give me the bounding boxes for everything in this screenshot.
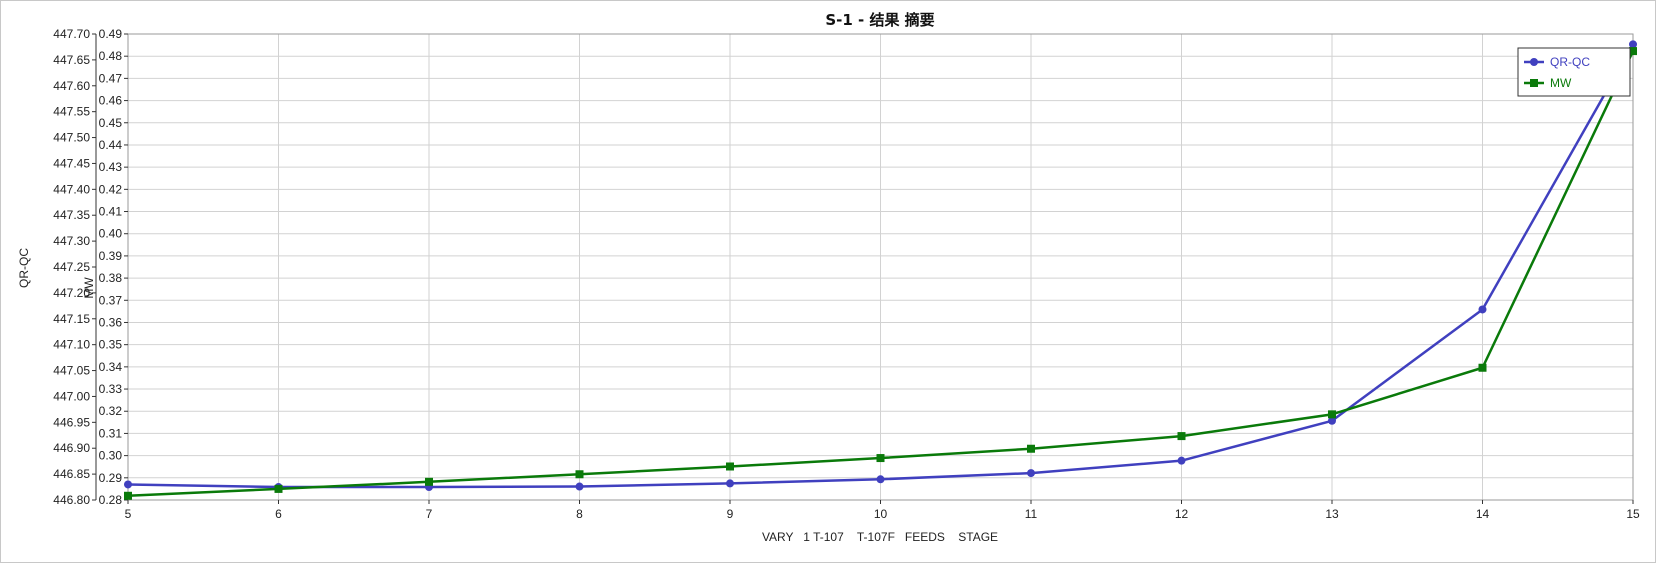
data-point-qr-qc [124, 480, 132, 489]
series-qr-qc [124, 40, 1637, 492]
y-tick-label-mw: 0.49 [99, 27, 123, 41]
y-tick-label-qr-qc: 447.35 [53, 208, 90, 222]
legend-label-qr-qc: QR-QC [1550, 55, 1590, 69]
data-point-mw [1027, 444, 1035, 453]
y-tick-label-mw: 0.33 [99, 382, 123, 396]
series-mw [124, 47, 1637, 500]
y-tick-label-qr-qc: 446.85 [53, 467, 90, 481]
legend-item-mw: MW [1524, 76, 1572, 90]
legend-label-mw: MW [1550, 76, 1572, 90]
legend-item-qr-qc: QR-QC [1524, 55, 1590, 69]
data-point-mw [575, 470, 584, 479]
x-tick-label: 15 [1626, 507, 1640, 521]
y-tick-label-mw: 0.42 [99, 182, 123, 196]
y-tick-label-mw: 0.43 [99, 160, 123, 174]
legend-marker-qr-qc [1530, 58, 1538, 66]
x-tick-label: 8 [576, 507, 583, 521]
x-tick-label: 9 [727, 507, 734, 521]
y-tick-label-mw: 0.30 [99, 449, 123, 463]
y-tick-label-qr-qc: 447.40 [53, 182, 90, 196]
y-tick-label-mw: 0.38 [99, 271, 123, 285]
data-point-qr-qc [726, 479, 734, 488]
y-tick-label-mw: 0.44 [99, 138, 123, 152]
legend-box [1517, 47, 1631, 97]
legend: QR-QC MW [1517, 47, 1631, 97]
y-tick-label-qr-qc: 446.90 [53, 441, 90, 455]
data-point-qr-qc [1177, 456, 1186, 465]
y-tick-label-qr-qc: 447.00 [53, 389, 90, 403]
x-tick-label: 5 [125, 507, 132, 521]
data-point-mw [876, 454, 885, 463]
y-tick-label-mw: 0.36 [99, 315, 123, 329]
x-tick-label: 6 [275, 507, 282, 521]
series-layer [124, 40, 1637, 500]
y-tick-label-mw: 0.41 [99, 205, 123, 219]
data-point-mw [274, 484, 283, 493]
data-point-mw [1478, 363, 1487, 372]
y-tick-label-qr-qc: 447.45 [53, 156, 90, 170]
y-tick-label-qr-qc: 447.70 [53, 27, 90, 41]
y-tick-label-qr-qc: 447.25 [53, 260, 90, 274]
data-point-mw [425, 477, 433, 486]
y-tick-label-qr-qc: 446.95 [53, 415, 90, 429]
y-tick-label-qr-qc: 447.55 [53, 105, 90, 119]
x-tick-label: 11 [1025, 507, 1038, 521]
y-tick-label-mw: 0.37 [99, 293, 123, 307]
y-tick-label-qr-qc: 447.05 [53, 364, 90, 378]
data-point-mw [1328, 410, 1336, 419]
y-tick-label-mw: 0.31 [99, 426, 123, 440]
y-tick-label-qr-qc: 447.60 [53, 79, 90, 93]
data-point-qr-qc [876, 475, 885, 484]
data-point-mw [1177, 432, 1186, 441]
data-point-qr-qc [1478, 305, 1487, 314]
y-tick-label-qr-qc: 447.50 [53, 131, 90, 145]
x-tick-label: 7 [426, 507, 433, 521]
data-point-mw [1629, 47, 1637, 56]
legend-marker-mw [1530, 79, 1538, 87]
y-tick-label-qr-qc: 447.20 [53, 286, 90, 300]
x-axis-title: VARY 1 T-107 T-107F FEEDS STAGE [762, 530, 998, 544]
x-tick-label: 12 [1175, 507, 1189, 521]
y-axis-title-mw: MW [82, 277, 96, 299]
y-tick-label-qr-qc: 447.10 [53, 338, 90, 352]
y-tick-label-mw: 0.32 [99, 404, 123, 418]
x-tick-label: 14 [1476, 507, 1490, 521]
y-tick-label-mw: 0.47 [99, 71, 123, 85]
y-tick-label-qr-qc: 447.15 [53, 312, 90, 326]
y-tick-label-mw: 0.29 [99, 471, 123, 485]
y-tick-label-mw: 0.39 [99, 249, 123, 263]
axes: 5 6 7 8 9 10 11 12 13 14 15 0.28 0.29 0.30 0.31 0.32 0.3… [53, 27, 1640, 521]
y-tick-label-mw: 0.45 [99, 116, 123, 130]
data-point-mw [726, 462, 734, 471]
y-tick-label-qr-qc: 446.80 [53, 493, 90, 507]
data-point-qr-qc [575, 482, 584, 491]
x-tick-label: 10 [874, 507, 888, 521]
data-point-qr-qc [1629, 40, 1637, 49]
chart-title: S-1 - 结果 摘要 [825, 11, 934, 29]
x-tick-label: 13 [1325, 507, 1339, 521]
y-tick-label-mw: 0.28 [99, 493, 123, 507]
y-tick-label-qr-qc: 447.65 [53, 53, 90, 67]
y-tick-label-mw: 0.48 [99, 49, 123, 63]
y-tick-label-mw: 0.40 [99, 227, 123, 241]
y-tick-label-mw: 0.34 [99, 360, 123, 374]
y-tick-label-mw: 0.46 [99, 94, 123, 108]
y-axis-title-qr-qc: QR-QC [17, 248, 31, 288]
data-point-qr-qc [1027, 469, 1035, 478]
y-tick-label-qr-qc: 447.30 [53, 234, 90, 248]
grid-lines [127, 33, 1634, 501]
y-tick-label-mw: 0.35 [99, 338, 123, 352]
data-point-qr-qc [1328, 416, 1336, 425]
data-point-mw [124, 491, 132, 500]
